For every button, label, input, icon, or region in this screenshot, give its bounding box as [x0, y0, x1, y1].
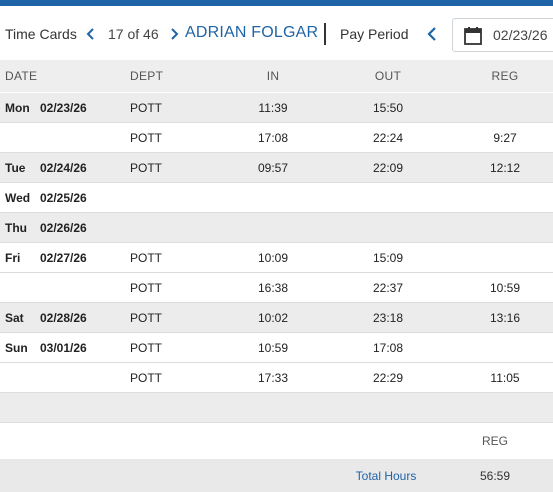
table-row[interactable]: Sat 02/28/26 POTT 10:02 23:18 13:16	[0, 303, 553, 333]
date-cell: 02/26/26	[40, 221, 87, 235]
table-row[interactable]: Mon 02/23/26 POTT 11:39 15:50	[0, 93, 553, 123]
day-cell: Sat	[5, 311, 24, 325]
out-cell: 22:09	[372, 161, 404, 175]
day-cell: Fri	[5, 251, 21, 265]
summary-reg-header: REG	[481, 434, 509, 448]
date-cell: 02/24/26	[40, 161, 87, 175]
out-cell: 15:50	[372, 101, 404, 115]
table-row[interactable]: POTT 17:33 22:29 11:05	[0, 363, 553, 393]
in-cell: 10:09	[257, 251, 289, 265]
toolbar: Time Cards 17 of 46 ADRIAN FOLGAR Pay Pe…	[0, 6, 553, 60]
day-cell: Thu	[5, 221, 27, 235]
table-row[interactable]: Tue 02/24/26 POTT 09:57 22:09 12:12	[0, 153, 553, 183]
in-cell: 17:33	[257, 371, 289, 385]
dept-cell: POTT	[130, 281, 162, 295]
dept-cell: POTT	[130, 341, 162, 355]
in-cell: 10:02	[257, 311, 289, 325]
table-row[interactable]: POTT 17:08 22:24 9:27	[0, 123, 553, 153]
record-position: 17 of 46	[108, 26, 159, 42]
column-header-date: DATE	[5, 69, 38, 83]
date-cell: 02/28/26	[40, 311, 87, 325]
date-cell: 03/01/26	[40, 341, 87, 355]
reg-cell: 12:12	[489, 161, 521, 175]
table-row[interactable]: Fri 02/27/26 POTT 10:09 15:09	[0, 243, 553, 273]
column-header-dept: DEPT	[130, 69, 164, 83]
date-cell: 02/23/26	[40, 101, 87, 115]
out-cell: 17:08	[372, 341, 404, 355]
out-cell: 23:18	[372, 311, 404, 325]
pay-period-date-picker[interactable]: 02/23/26	[452, 18, 553, 52]
day-cell: Mon	[5, 101, 30, 115]
total-reg-hours: 56:59	[479, 469, 511, 483]
in-cell: 17:08	[257, 131, 289, 145]
table-row[interactable]: POTT 16:38 22:37 10:59	[0, 273, 553, 303]
reg-cell: 10:59	[489, 281, 521, 295]
date-cell: 02/27/26	[40, 251, 87, 265]
dept-cell: POTT	[130, 161, 162, 175]
previous-pay-period-button[interactable]	[424, 24, 440, 44]
employee-name-link[interactable]: ADRIAN FOLGAR	[185, 24, 319, 41]
dept-cell: POTT	[130, 251, 162, 265]
day-cell: Tue	[5, 161, 26, 175]
reg-cell: 11:05	[490, 371, 520, 385]
table-row[interactable]: Wed 02/25/26	[0, 183, 553, 213]
out-cell: 22:24	[372, 131, 404, 145]
summary-header: REG	[0, 423, 553, 459]
total-hours-label: Total Hours	[355, 469, 417, 483]
pay-period-label: Pay Period	[340, 26, 409, 42]
toolbar-divider	[324, 23, 326, 45]
dept-cell: POTT	[130, 131, 162, 145]
in-cell: 16:38	[257, 281, 289, 295]
table-row[interactable]: Thu 02/26/26	[0, 213, 553, 243]
column-header-in: IN	[266, 69, 280, 83]
dept-cell: POTT	[130, 101, 162, 115]
in-cell: 11:39	[258, 101, 288, 115]
reg-cell: 9:27	[493, 131, 517, 145]
reg-cell: 13:16	[489, 311, 521, 325]
chevron-left-icon	[86, 28, 94, 40]
totals-row: Total Hours 56:59	[0, 459, 553, 492]
out-cell: 22:29	[372, 371, 404, 385]
column-header-reg: REG	[491, 69, 519, 83]
day-cell: Sun	[5, 341, 28, 355]
empty-row	[0, 393, 553, 423]
out-cell: 22:37	[372, 281, 404, 295]
pay-period-date-value: 02/23/26	[493, 27, 548, 43]
previous-record-button[interactable]	[84, 24, 98, 44]
table-header: DATE DEPT IN OUT REG	[0, 60, 553, 92]
page-title: Time Cards	[5, 26, 77, 42]
calendar-icon[interactable]	[463, 26, 483, 46]
in-cell: 10:59	[257, 341, 289, 355]
dept-cell: POTT	[130, 311, 162, 325]
dept-cell: POTT	[130, 371, 162, 385]
out-cell: 15:09	[372, 251, 404, 265]
column-header-out: OUT	[374, 69, 402, 83]
date-cell: 02/25/26	[40, 191, 87, 205]
chevron-left-icon	[427, 27, 436, 41]
in-cell: 09:57	[257, 161, 289, 175]
top-accent-bar	[0, 0, 553, 6]
day-cell: Wed	[5, 191, 31, 205]
table-row[interactable]: Sun 03/01/26 POTT 10:59 17:08	[0, 333, 553, 363]
next-record-button[interactable]	[167, 24, 181, 44]
chevron-right-icon	[171, 28, 179, 40]
